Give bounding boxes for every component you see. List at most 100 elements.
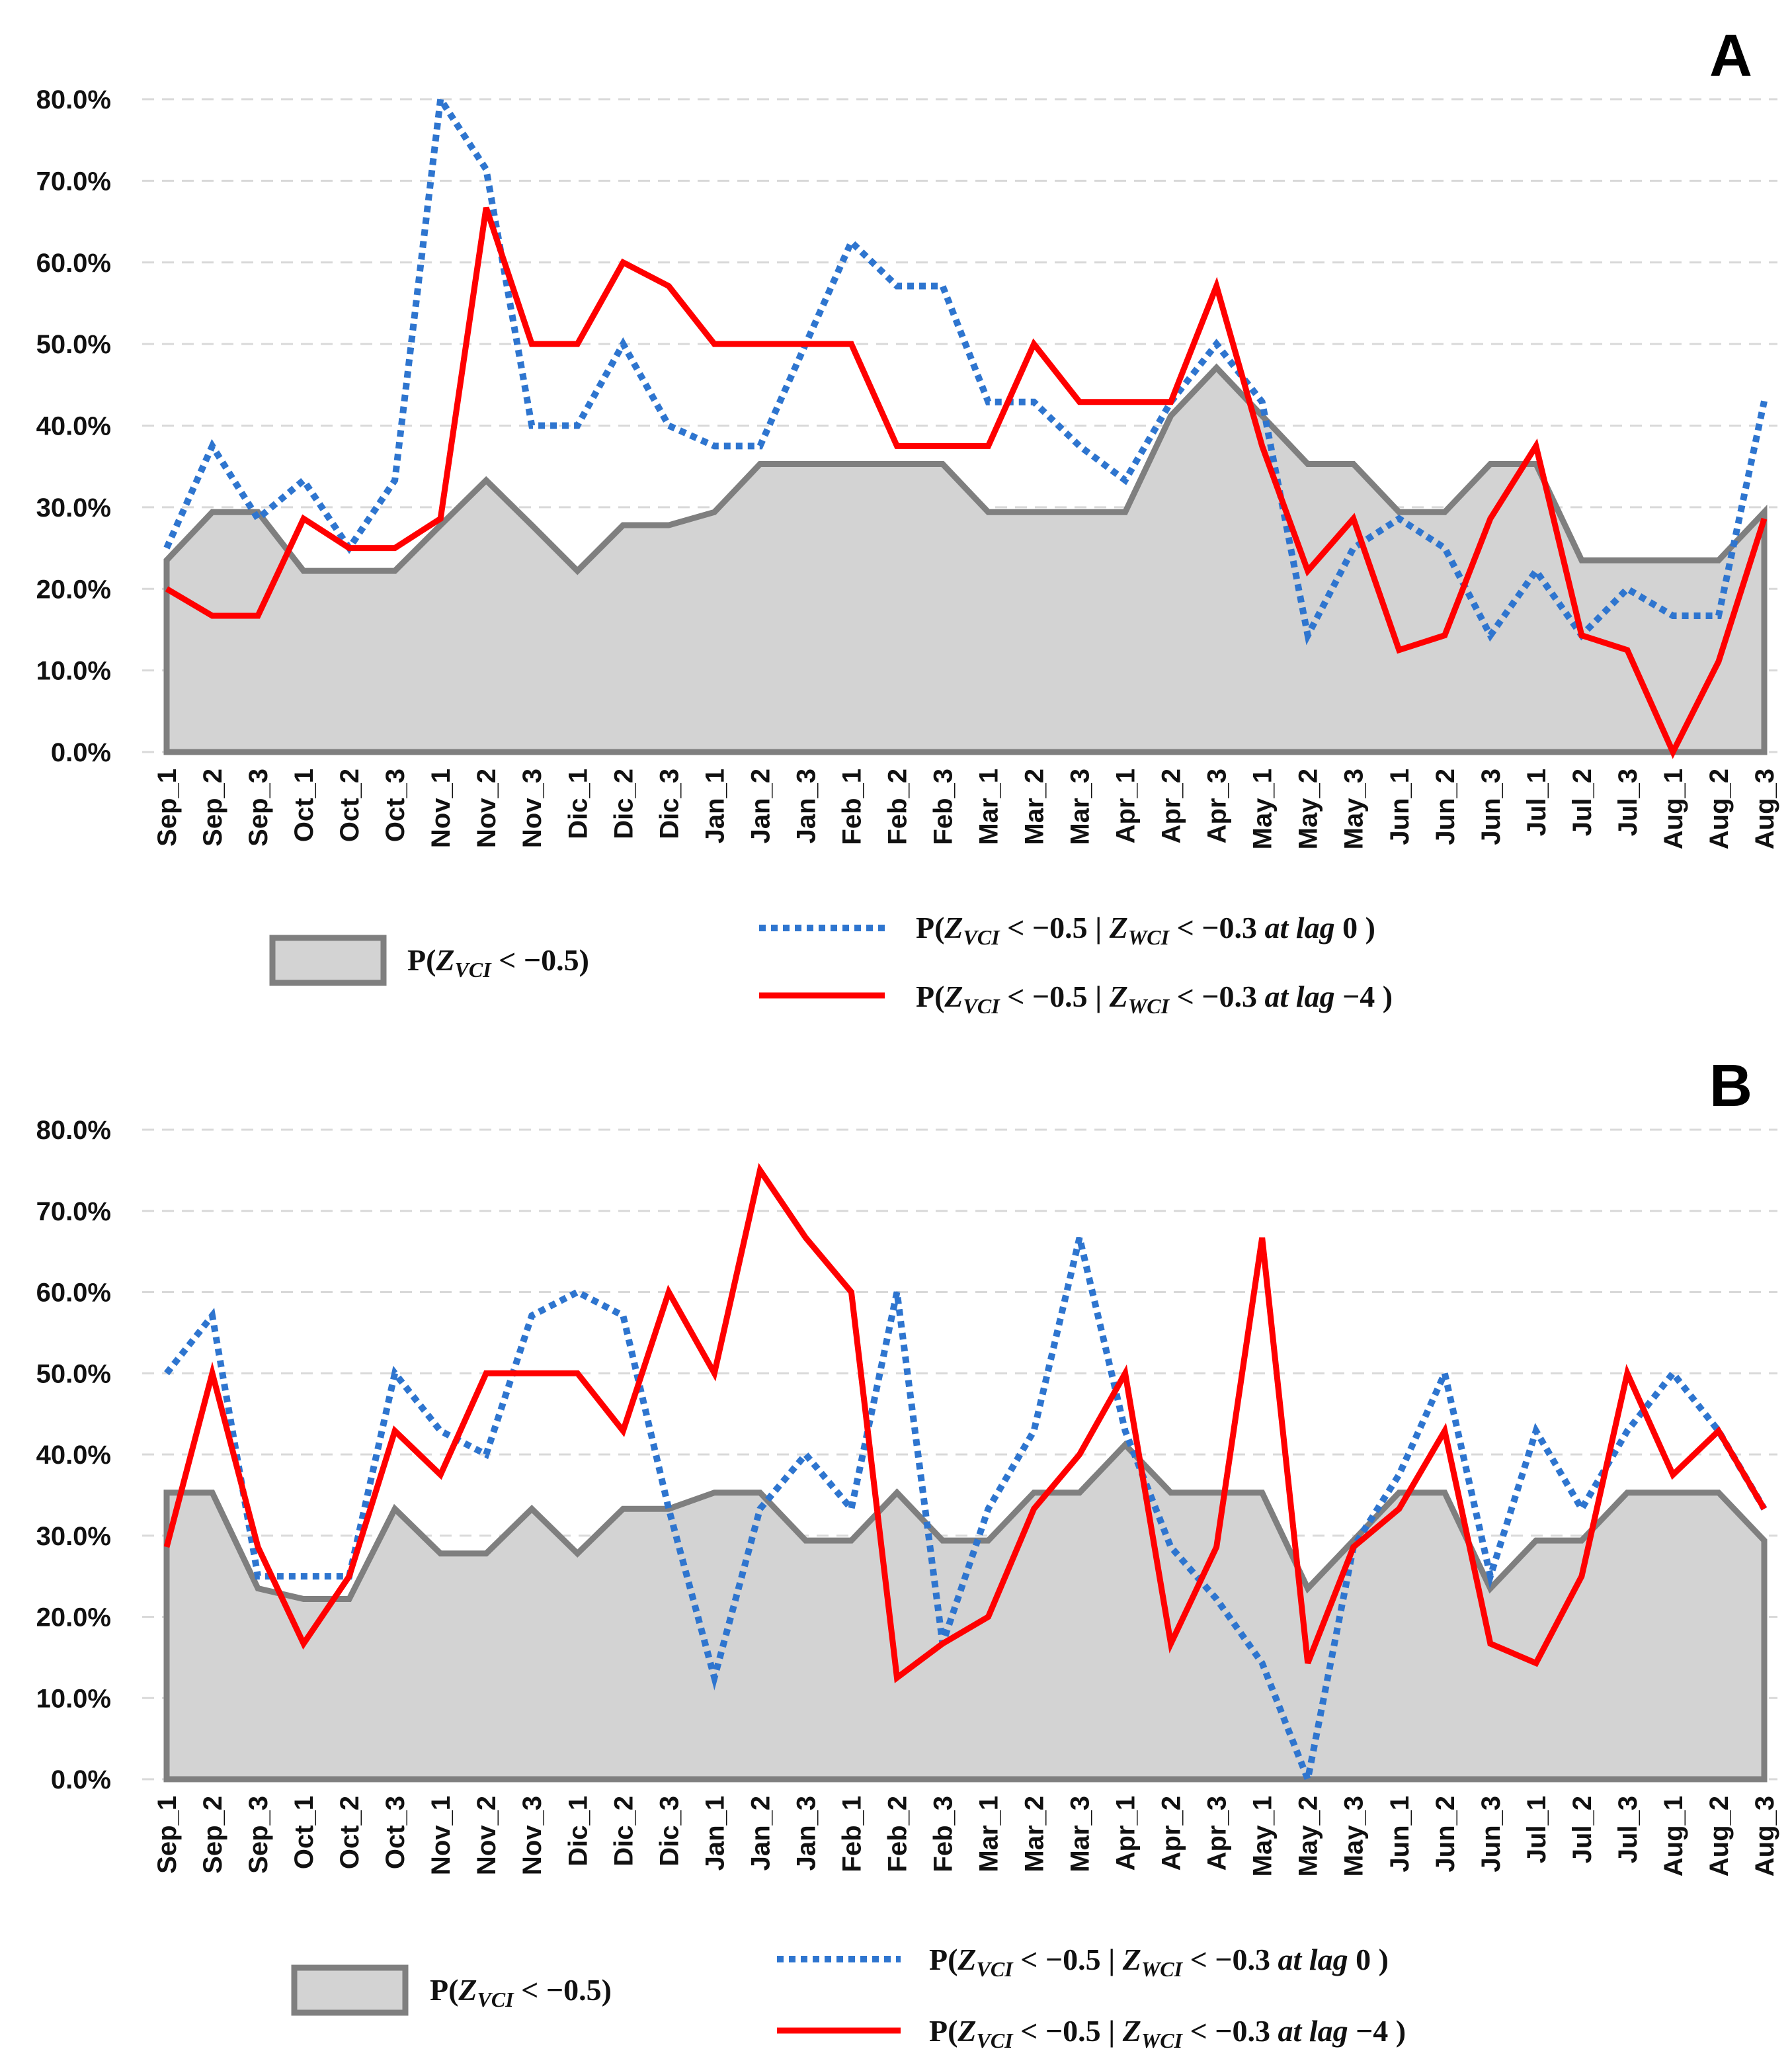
x-tick-label: Apr_3 [1203,769,1232,843]
x-tick-label: May_2 [1294,769,1323,849]
y-tick-label: 10.0% [36,657,111,686]
x-tick-label: Jun_1 [1385,769,1414,845]
x-tick-label: Nov_1 [427,769,456,848]
legend-swatch-area [291,1964,409,2016]
y-tick-label: 70.0% [36,167,111,196]
y-tick-label: 10.0% [36,1684,111,1713]
x-axis-ticks: Sep_1 Sep_2 Sep_3 Oct_1 Oct_2 Oct_3 Nov_1 Nov_2… [153,1796,1779,1876]
y-tick-label: 40.0% [36,412,111,441]
y-tick-label: 80.0% [36,1116,111,1145]
x-tick-label: Feb_1 [837,1796,866,1872]
x-tick-label: Feb_1 [837,769,866,845]
y-tick-label: 50.0% [36,1359,111,1388]
x-tick-label: Oct_3 [381,1796,410,1869]
legend-label-lag-minus-4: P(ZVCI < −0.5 | ZWCI < −0.3 at lag −4 ) [916,980,1393,1018]
x-tick-label: Aug_3 [1750,769,1779,849]
x-tick-label: Aug_3 [1750,1796,1779,1876]
x-tick-label: Jan_1 [700,1796,729,1870]
x-tick-label: Jun_3 [1477,1796,1506,1872]
x-tick-label: Jun_3 [1477,769,1506,845]
x-tick-label: Dic_2 [609,769,638,839]
y-tick-label: 80.0% [36,85,111,114]
x-tick-label: Aug_2 [1705,769,1734,849]
y-axis-ticks: 0.0% 10.0% 20.0% 30.0% 40.0% 50.0% 60.0% 70.0% 8… [36,85,111,767]
x-tick-label: Jul_3 [1613,769,1643,836]
x-tick-label: Aug_1 [1659,769,1688,849]
line-series [163,1163,1768,1791]
x-tick-label: Jul_1 [1522,769,1551,836]
x-tick-label: Dic_3 [655,769,684,839]
x-tick-label: Apr_1 [1112,1796,1141,1870]
chart-panel-b: B 0.0% 10.0% 20.0% 30.0% 40.0% 50.0% 60.0% 70.0… [36,1053,1779,2052]
y-tick-label: 30.0% [36,1522,111,1551]
x-tick-label: Jun_2 [1431,1796,1460,1872]
x-tick-label: Sep_1 [153,1796,182,1874]
x-tick-label: Jan_1 [700,769,729,843]
line-series-lag-minus-4 [165,206,1768,759]
x-tick-label: May_1 [1248,769,1278,849]
x-tick-label: Oct_2 [335,1796,364,1869]
x-tick-label: Mar_2 [1020,1796,1049,1872]
x-tick-label: Oct_1 [290,769,319,842]
x-tick-label: Mar_3 [1066,769,1095,845]
x-tick-label: Aug_2 [1705,1796,1734,1876]
y-tick-label: 60.0% [36,1279,111,1308]
y-tick-label: 0.0% [51,1765,111,1794]
x-tick-label: Mar_3 [1066,1796,1095,1872]
x-tick-label: Jul_2 [1568,1796,1597,1863]
legend: P(ZVCI < −0.5) P(ZVCI < −0.5 | ZWCI < −0.… [291,1943,1406,2052]
x-tick-label: Feb_2 [883,1796,912,1872]
line-series-lag-0 [164,1237,1768,1791]
x-tick-label: May_3 [1340,1796,1369,1876]
x-tick-label: Nov_1 [427,1796,456,1875]
x-tick-label: May_1 [1248,1796,1278,1876]
x-tick-label: Nov_3 [518,1796,547,1875]
x-tick-label: Feb_2 [883,769,912,845]
x-tick-label: Jan_2 [746,769,775,843]
x-tick-label: May_3 [1340,769,1369,849]
x-tick-label: Feb_3 [928,1796,957,1872]
x-tick-label: Sep_3 [244,1796,273,1874]
x-tick-label: Sep_3 [244,769,273,847]
x-tick-label: Jan_3 [792,1796,821,1870]
y-tick-label: 0.0% [51,738,111,767]
y-tick-label: 60.0% [36,249,111,278]
line-series [163,89,1768,759]
area-series-p-vci [163,363,1768,755]
line-series-lag-minus-4 [163,1163,1767,1683]
legend-swatch-area [269,935,387,986]
chart-panel-a: A 0.0% 10.0% 20.0% 30.0% 40.0% 50.0% 60.0% 70.0… [36,23,1779,1018]
area-series [163,1440,1768,1783]
panel-label-b: B [1709,1053,1752,1119]
x-tick-label: Mar_2 [1020,769,1049,845]
x-tick-label: Jun_1 [1385,1796,1414,1872]
x-tick-label: Jun_2 [1431,769,1460,845]
panel-label-a: A [1709,23,1752,89]
y-tick-label: 40.0% [36,1441,111,1470]
x-axis-ticks: Sep_1 Sep_2 Sep_3 Oct_1 Oct_2 Oct_3 Nov_1 Nov_2… [153,769,1779,849]
y-tick-label: 30.0% [36,493,111,523]
legend-label-lag-0: P(ZVCI < −0.5 | ZWCI < −0.3 at lag 0 ) [929,1943,1389,1981]
x-tick-label: Nov_2 [472,1796,501,1875]
x-tick-label: Apr_2 [1157,769,1186,843]
x-tick-label: Jan_3 [792,769,821,843]
y-axis-ticks: 0.0% 10.0% 20.0% 30.0% 40.0% 50.0% 60.0% 70.0% 8… [36,1116,111,1794]
x-tick-label: Dic_2 [609,1796,638,1867]
x-tick-label: Jan_2 [746,1796,775,1870]
x-tick-label: Jul_2 [1568,769,1597,836]
x-tick-label: Sep_2 [198,1796,227,1874]
y-tick-label: 20.0% [36,575,111,604]
legend-label-area: P(ZVCI < −0.5) [407,943,589,982]
x-tick-label: Dic_1 [563,1796,592,1867]
legend-label-area: P(ZVCI < −0.5) [430,1973,612,2011]
x-tick-label: Dic_1 [563,769,592,839]
y-tick-label: 50.0% [36,330,111,359]
x-tick-label: Oct_3 [381,769,410,842]
legend: P(ZVCI < −0.5) P(ZVCI < −0.5 | ZWCI < −0.… [269,911,1393,1018]
x-tick-label: Oct_2 [335,769,364,842]
x-tick-label: Jul_3 [1613,1796,1643,1863]
x-tick-label: Feb_3 [928,769,957,845]
x-tick-label: May_2 [1294,1796,1323,1876]
x-tick-label: Jul_1 [1522,1796,1551,1863]
x-tick-label: Apr_1 [1112,769,1141,843]
